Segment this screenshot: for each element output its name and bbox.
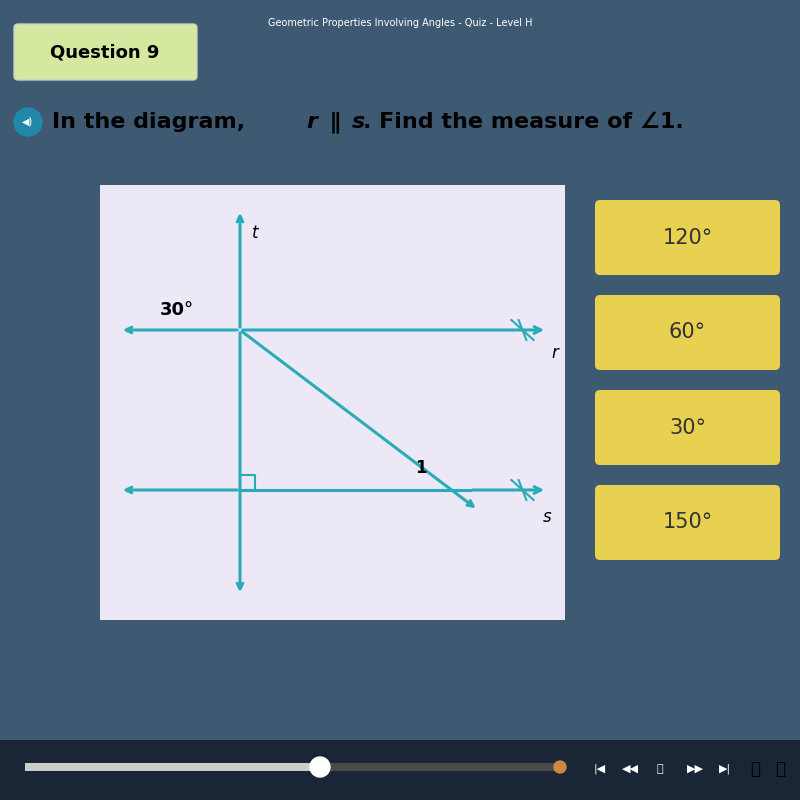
- Text: Geometric Properties Involving Angles - Quiz - Level H: Geometric Properties Involving Angles - …: [268, 18, 532, 28]
- Bar: [0, 740, 800, 800]
- Text: t: t: [252, 224, 258, 242]
- Bar: [25, 763, 320, 771]
- Text: 30°: 30°: [669, 418, 706, 438]
- Bar: [25, 763, 555, 771]
- Text: s: s: [352, 112, 366, 132]
- Text: s: s: [543, 508, 552, 526]
- Text: Question 9: Question 9: [50, 43, 160, 61]
- Bar: [0, 760, 800, 800]
- Text: 120°: 120°: [662, 227, 713, 247]
- Text: 📅: 📅: [775, 760, 785, 778]
- Text: . Find the measure of ∠1.: . Find the measure of ∠1.: [363, 112, 684, 132]
- Text: |◀: |◀: [594, 764, 606, 774]
- Text: ◀): ◀): [22, 117, 34, 127]
- Text: r: r: [551, 344, 558, 362]
- Text: 1: 1: [415, 459, 426, 477]
- Text: ▶▶: ▶▶: [686, 764, 703, 774]
- FancyBboxPatch shape: [595, 200, 780, 275]
- FancyBboxPatch shape: [595, 485, 780, 560]
- Circle shape: [554, 761, 566, 773]
- Text: ∥: ∥: [322, 111, 349, 133]
- Text: ◀◀: ◀◀: [622, 764, 638, 774]
- FancyBboxPatch shape: [14, 24, 197, 80]
- Text: ▶|: ▶|: [719, 764, 731, 774]
- Bar: [100, 185, 565, 620]
- Circle shape: [310, 757, 330, 777]
- Text: 🔧: 🔧: [750, 760, 760, 778]
- FancyBboxPatch shape: [595, 390, 780, 465]
- Text: In the diagram,: In the diagram,: [52, 112, 253, 132]
- Text: r: r: [306, 112, 317, 132]
- Text: ⏸: ⏸: [657, 764, 663, 774]
- Circle shape: [14, 108, 42, 136]
- Text: 30°: 30°: [160, 301, 194, 319]
- Text: 60°: 60°: [669, 322, 706, 342]
- FancyBboxPatch shape: [595, 295, 780, 370]
- Text: 150°: 150°: [662, 513, 713, 533]
